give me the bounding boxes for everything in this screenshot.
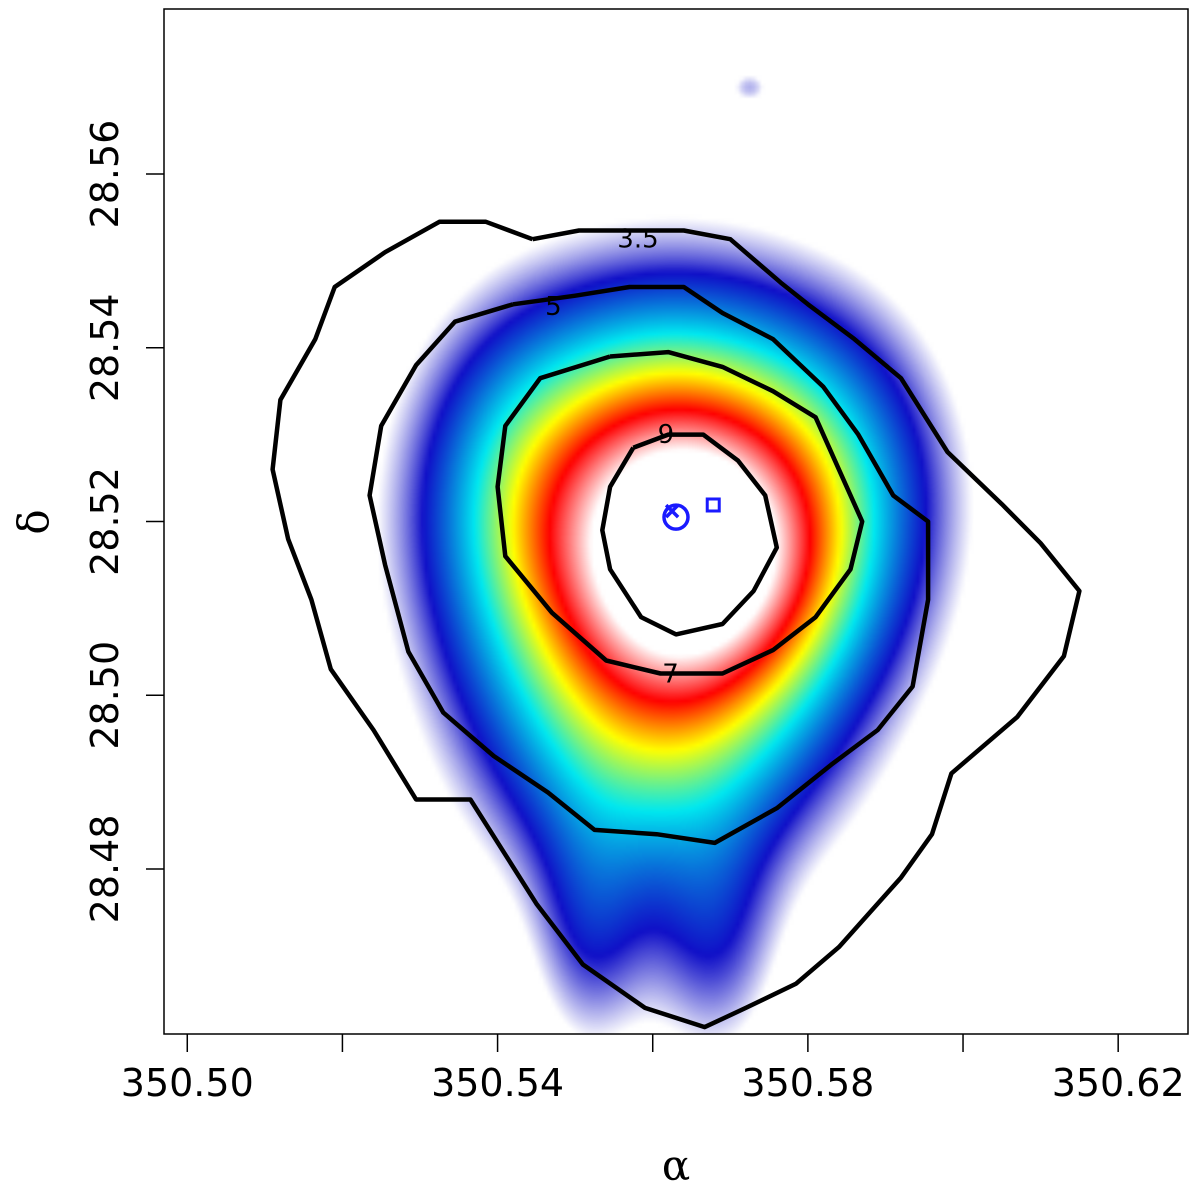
contour-label-5: 5 [545, 292, 562, 322]
contour-3.5 [270, 219, 1082, 1030]
y-tick-label: 28.54 [83, 293, 127, 402]
cross-marker [664, 503, 680, 519]
contour-label-3.5: 3.5 [617, 224, 658, 254]
square-marker [705, 497, 721, 513]
x-axis-title: α [662, 1141, 690, 1190]
contour-7 [495, 349, 865, 676]
y-tick-label: 28.50 [83, 641, 127, 750]
contour-label-9: 9 [658, 420, 675, 450]
x-tick-label: 350.62 [1052, 1061, 1185, 1105]
density-heatmap [164, 9, 1188, 1034]
contour-9 [600, 432, 780, 637]
y-tick-label: 28.48 [83, 815, 127, 924]
y-tick-label: 28.56 [83, 120, 127, 229]
contour-label-7: 7 [662, 660, 679, 690]
position-markers [662, 497, 721, 531]
x-tick-label: 350.54 [431, 1061, 564, 1105]
x-tick-label: 350.50 [121, 1061, 254, 1105]
x-axis: 350.50 350.54 350.58 350.62 [121, 1034, 1185, 1105]
y-axis-title: δ [9, 509, 58, 534]
contour-labels: 3.5 5 7 9 [545, 224, 679, 690]
x-tick-label: 350.58 [741, 1061, 874, 1105]
contour-5 [367, 284, 931, 846]
y-tick-label: 28.52 [83, 467, 127, 576]
contour-lines [270, 219, 1082, 1030]
y-axis: 28.48 28.50 28.52 28.54 28.56 [83, 120, 164, 924]
